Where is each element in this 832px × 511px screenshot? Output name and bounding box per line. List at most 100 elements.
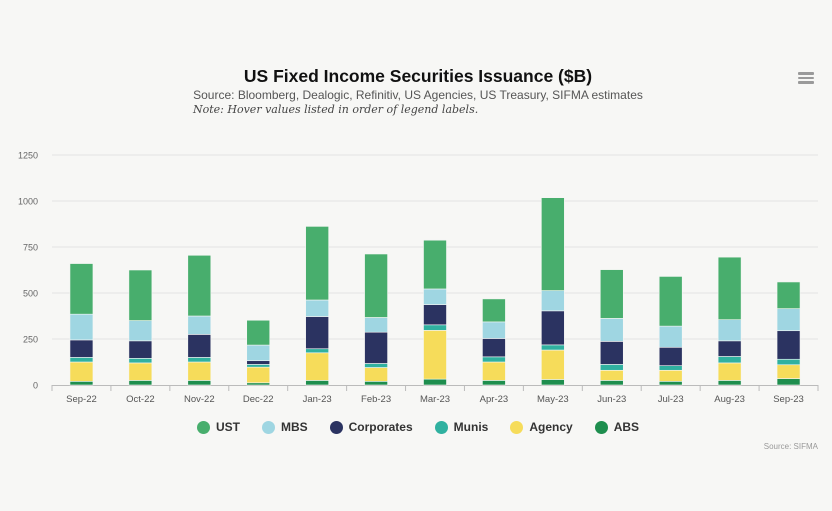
bar-segment-corporates[interactable] [423, 304, 447, 326]
bar-segment-ust[interactable] [128, 269, 153, 321]
bar-segment-mbs[interactable] [541, 290, 565, 312]
bar-segment-ust[interactable] [305, 226, 329, 301]
bar-segment-munis[interactable] [187, 357, 212, 363]
bar-segment-agency[interactable] [541, 349, 565, 380]
legend-marker-icon [594, 420, 608, 434]
bar-segment-munis[interactable] [246, 364, 271, 368]
y-tick-label: 750 [23, 243, 38, 253]
bar-segment-abs[interactable] [128, 380, 153, 386]
bar-segment-mbs[interactable] [187, 315, 212, 335]
bar-segment-agency[interactable] [305, 352, 329, 381]
bar-segment-abs[interactable] [776, 378, 801, 386]
bar-segment-ust[interactable] [69, 263, 94, 315]
bar-segment-mbs[interactable] [776, 308, 801, 332]
bar-segment-mbs[interactable] [364, 317, 388, 333]
bar-segment-mbs[interactable] [423, 288, 447, 305]
x-tick-label: Jul-23 [658, 394, 684, 405]
bar-segment-munis[interactable] [305, 348, 329, 354]
bar-segment-abs[interactable] [305, 380, 329, 386]
bar-segment-ust[interactable] [187, 254, 212, 317]
bar-segment-munis[interactable] [69, 357, 94, 363]
bar-segment-munis[interactable] [776, 358, 801, 366]
y-tick-label: 1000 [18, 197, 38, 207]
bar-segment-ust[interactable] [482, 298, 506, 323]
bar-segment-corporates[interactable] [599, 341, 624, 365]
bar-segment-abs[interactable] [717, 380, 742, 386]
x-tick-label: Aug-23 [714, 394, 745, 405]
bar-segment-ust[interactable] [364, 253, 388, 318]
bar-segment-corporates[interactable] [246, 360, 271, 365]
bar-segment-corporates[interactable] [658, 346, 683, 366]
legend-item-abs[interactable]: ABS [594, 420, 639, 434]
bar-segment-abs[interactable] [482, 380, 506, 386]
bar-segment-agency[interactable] [658, 369, 683, 382]
bar-segment-agency[interactable] [717, 362, 742, 381]
bar-segment-abs[interactable] [364, 381, 388, 386]
bar-segment-abs[interactable] [541, 379, 565, 386]
bar-segment-agency[interactable] [128, 362, 153, 381]
bar-segment-munis[interactable] [364, 363, 388, 368]
x-tick-label: Dec-22 [243, 394, 274, 405]
bar-segment-corporates[interactable] [187, 334, 212, 358]
bar-segment-agency[interactable] [246, 366, 271, 384]
bar-segment-ust[interactable] [717, 256, 742, 320]
bar-segment-ust[interactable] [541, 197, 565, 291]
x-tick-label: May-23 [537, 394, 569, 405]
bar-segment-corporates[interactable] [541, 310, 565, 346]
bar-segment-corporates[interactable] [128, 340, 153, 359]
bar-segment-corporates[interactable] [364, 331, 388, 364]
chart-subtitle: Source: Bloomberg, Dealogic, Refinitiv, … [193, 88, 643, 102]
bar-segment-mbs[interactable] [69, 313, 94, 341]
legend-item-munis[interactable]: Munis [434, 420, 488, 434]
bar-segment-mbs[interactable] [128, 320, 153, 342]
bar-segment-agency[interactable] [482, 361, 506, 381]
bar-segment-munis[interactable] [717, 356, 742, 364]
hamburger-menu-icon[interactable] [796, 70, 816, 86]
bar-segment-corporates[interactable] [482, 338, 506, 358]
bar-segment-agency[interactable] [187, 361, 212, 381]
bar-segment-ust[interactable] [599, 269, 624, 319]
bar-segment-mbs[interactable] [717, 319, 742, 342]
bar-segment-corporates[interactable] [69, 339, 94, 358]
bar-segment-mbs[interactable] [305, 299, 329, 317]
bar-segment-ust[interactable] [246, 319, 271, 346]
bar-segment-munis[interactable] [128, 358, 153, 364]
bar-segment-ust[interactable] [423, 239, 447, 290]
legend-item-mbs[interactable]: MBS [261, 420, 308, 434]
bar-segment-agency[interactable] [69, 361, 94, 382]
bar-segment-ust[interactable] [658, 276, 683, 327]
bar-segment-agency[interactable] [423, 330, 447, 380]
bar-segment-mbs[interactable] [482, 321, 506, 339]
bar-segment-ust[interactable] [776, 281, 801, 309]
legend-marker-icon [261, 420, 275, 434]
legend-label: Corporates [348, 420, 413, 434]
legend-item-corporates[interactable]: Corporates [329, 420, 413, 434]
bar-segment-munis[interactable] [423, 324, 447, 331]
bar-segment-corporates[interactable] [717, 340, 742, 357]
bar-segment-agency[interactable] [776, 364, 801, 379]
bar-segment-abs[interactable] [69, 381, 94, 386]
bar-segment-munis[interactable] [658, 365, 683, 371]
x-tick-label: Feb-23 [361, 394, 391, 405]
bar-segment-mbs[interactable] [658, 325, 683, 348]
legend-label: UST [215, 420, 240, 434]
bar-segment-munis[interactable] [541, 344, 565, 351]
bar-segment-munis[interactable] [599, 364, 624, 371]
bar-segment-corporates[interactable] [776, 330, 801, 360]
bar-segment-munis[interactable] [482, 356, 506, 363]
bar-segment-agency[interactable] [599, 369, 624, 381]
legend-marker-icon [196, 420, 210, 434]
bar-segment-mbs[interactable] [599, 318, 624, 342]
bar-segment-abs[interactable] [423, 378, 447, 386]
legend-item-ust[interactable]: UST [196, 420, 240, 434]
bar-segment-corporates[interactable] [305, 316, 329, 350]
bar-segment-agency[interactable] [364, 367, 388, 382]
bar-segment-abs[interactable] [187, 380, 212, 386]
bar-segment-mbs[interactable] [246, 344, 271, 362]
legend-marker-icon [434, 420, 448, 434]
bar-segment-abs[interactable] [658, 381, 683, 386]
x-tick-label: Nov-22 [184, 394, 215, 405]
bar-segment-abs[interactable] [599, 380, 624, 386]
bar-segment-abs[interactable] [246, 382, 271, 386]
legend-item-agency[interactable]: Agency [510, 420, 573, 434]
